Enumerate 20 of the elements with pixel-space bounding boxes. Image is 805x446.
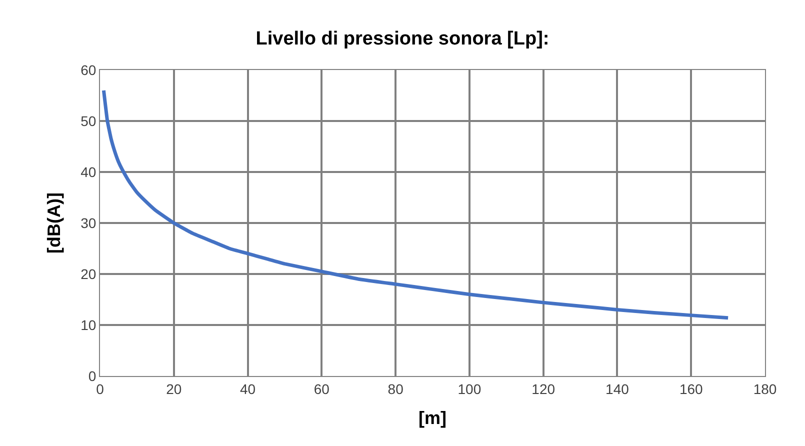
x-tick-label: 20 [166,380,182,397]
x-tick-label: 120 [532,380,556,397]
chart-title: Livello di pressione sonora [Lp]: [256,28,550,50]
x-tick-label: 60 [314,380,330,397]
x-tick-label: 40 [240,380,256,397]
line-series [102,88,730,320]
y-tick-label: 0 [88,368,96,384]
y-tick-label: 40 [80,164,96,180]
y-tick-label: 30 [80,214,96,231]
x-axis-title: [m] [418,408,446,428]
x-tick-label: 160 [679,380,704,397]
y-tick-label: 20 [80,266,96,282]
x-tick-label: 100 [458,380,482,397]
x-tick-label: 180 [753,380,777,397]
y-tick-label: 10 [80,316,96,333]
y-tick-label: 50 [80,112,96,129]
y-tick-label: 60 [80,62,96,78]
x-tick-label: 140 [606,380,630,397]
x-tick-label: 80 [388,380,404,397]
y-axis-title: [dB(A)] [44,192,64,254]
